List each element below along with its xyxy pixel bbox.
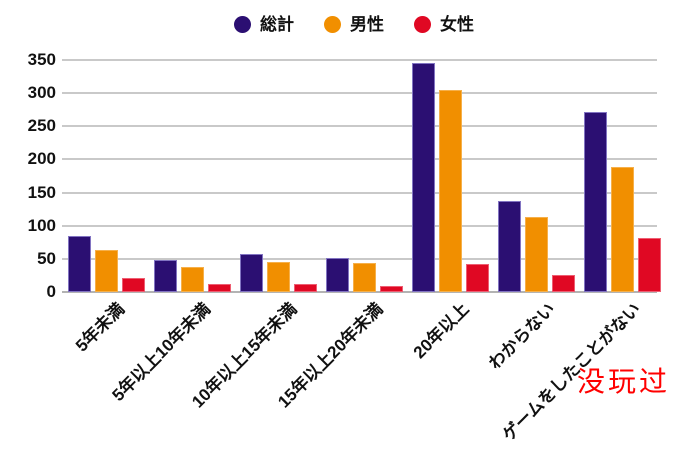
y-axis-tick-label: 300 [27, 83, 56, 103]
y-axis-tick-label: 150 [27, 182, 56, 202]
legend: 総計 男性 女性 [234, 16, 474, 33]
y-axis-tick-label: 250 [27, 116, 56, 136]
y-axis-tick-label: 100 [27, 215, 56, 235]
gridline-y-100 [62, 224, 657, 227]
bar-総計-わからない [498, 201, 521, 292]
legend-dot-female-icon [414, 16, 431, 33]
y-axis-tick-label: 0 [46, 282, 56, 301]
legend-item-total: 総計 [234, 16, 294, 33]
bar-総計-10年以上15年未満 [240, 254, 263, 292]
bar-女性-ゲームをしたことがない [638, 238, 661, 292]
bar-総計-ゲームをしたことがない [584, 112, 607, 292]
gridline-y-200 [62, 158, 657, 161]
bar-女性-20年以上 [466, 264, 489, 292]
legend-label-female: 女性 [440, 15, 474, 34]
bar-男性-ゲームをしたことがない [611, 167, 634, 292]
x-axis-tick-label: 20年以上 [409, 299, 473, 363]
legend-item-male: 男性 [324, 16, 384, 33]
bar-男性-20年以上 [439, 90, 462, 292]
annotation-never-played: 没玩过 [577, 367, 671, 398]
bar-総計-15年以上20年未満 [326, 258, 349, 292]
gridline-y-50 [62, 257, 657, 260]
gridline-y-250 [62, 125, 657, 128]
bar-女性-10年以上15年未満 [294, 284, 317, 292]
bar-男性-わからない [525, 217, 548, 292]
legend-dot-total-icon [234, 16, 251, 33]
bar-総計-20年以上 [412, 63, 435, 292]
gridline-y-0 [62, 291, 657, 293]
bar-女性-わからない [552, 275, 575, 292]
x-axis-tick-label: わからない [484, 299, 559, 373]
gridline-y-350 [62, 59, 657, 61]
gridline-y-150 [62, 191, 657, 194]
bar-女性-5年未満 [122, 278, 145, 292]
legend-item-female: 女性 [414, 16, 474, 33]
bar-男性-5年未満 [95, 250, 118, 292]
y-axis-tick-label: 50 [37, 248, 56, 268]
legend-dot-male-icon [324, 16, 341, 33]
bar-男性-10年以上15年未満 [267, 262, 290, 292]
bar-総計-5年以上10年未満 [154, 260, 177, 292]
x-axis-tick-label: 5年未満 [72, 299, 129, 356]
legend-label-total: 総計 [260, 15, 294, 34]
bar-女性-15年以上20年未満 [380, 286, 403, 292]
y-axis-tick-label: 350 [27, 50, 56, 69]
legend-label-male: 男性 [350, 15, 384, 34]
y-axis-tick-label: 200 [27, 149, 56, 169]
bar-男性-15年以上20年未満 [353, 263, 376, 292]
bar-女性-5年以上10年未満 [208, 284, 231, 292]
bar-総計-5年未満 [68, 236, 91, 292]
gridline-y-300 [62, 92, 657, 95]
bar-男性-5年以上10年未満 [181, 267, 204, 292]
